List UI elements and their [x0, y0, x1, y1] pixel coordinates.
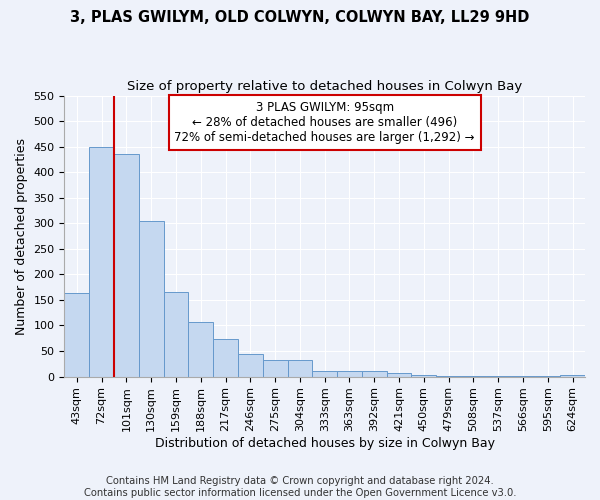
Bar: [164, 292, 188, 376]
Bar: [412, 374, 436, 376]
Title: Size of property relative to detached houses in Colwyn Bay: Size of property relative to detached ho…: [127, 80, 523, 93]
Bar: [64, 294, 89, 376]
X-axis label: Distribution of detached houses by size in Colwyn Bay: Distribution of detached houses by size …: [155, 437, 495, 450]
Bar: [89, 146, 114, 376]
Bar: [386, 372, 412, 376]
Text: Contains HM Land Registry data © Crown copyright and database right 2024.
Contai: Contains HM Land Registry data © Crown c…: [84, 476, 516, 498]
Bar: [287, 360, 313, 376]
Text: 3 PLAS GWILYM: 95sqm
← 28% of detached houses are smaller (496)
72% of semi-deta: 3 PLAS GWILYM: 95sqm ← 28% of detached h…: [175, 101, 475, 144]
Bar: [213, 340, 238, 376]
Bar: [139, 220, 164, 376]
Bar: [114, 154, 139, 376]
Text: 3, PLAS GWILYM, OLD COLWYN, COLWYN BAY, LL29 9HD: 3, PLAS GWILYM, OLD COLWYN, COLWYN BAY, …: [70, 10, 530, 25]
Bar: [313, 371, 337, 376]
Bar: [263, 360, 287, 376]
Y-axis label: Number of detached properties: Number of detached properties: [15, 138, 28, 334]
Bar: [337, 372, 362, 376]
Bar: [238, 354, 263, 376]
Bar: [362, 372, 386, 376]
Bar: [560, 374, 585, 376]
Bar: [188, 322, 213, 376]
